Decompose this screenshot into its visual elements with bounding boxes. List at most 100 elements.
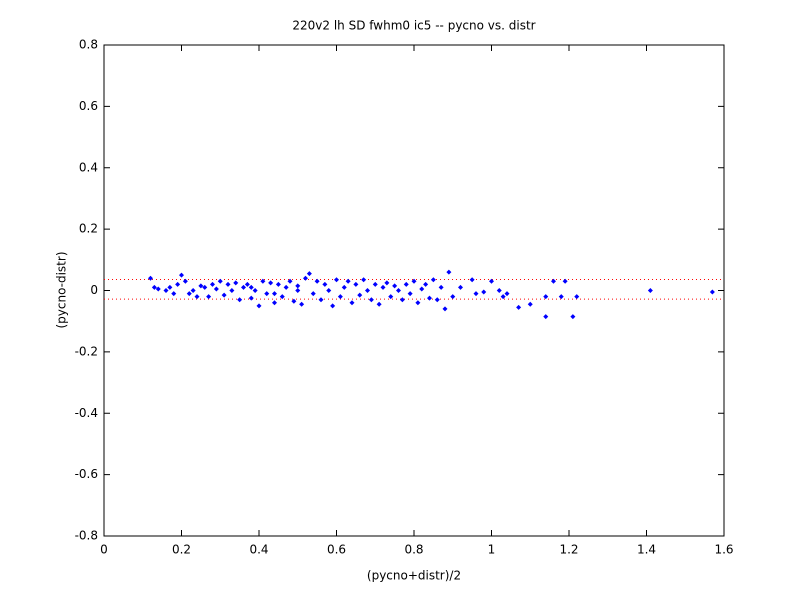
point	[322, 281, 328, 287]
y-tick-label: 0.4	[79, 160, 98, 174]
point	[481, 289, 487, 295]
x-tick-label: 0	[100, 543, 108, 557]
y-tick-label: 0	[90, 283, 98, 297]
point	[213, 286, 219, 292]
x-tick-label: 1.4	[637, 543, 656, 557]
point	[365, 288, 370, 293]
point	[543, 294, 549, 300]
point	[268, 280, 274, 286]
point	[182, 278, 188, 284]
y-tick-label: -0.8	[75, 529, 98, 543]
point	[558, 294, 564, 300]
point	[489, 278, 494, 284]
point	[260, 278, 266, 284]
point	[396, 288, 401, 293]
point	[438, 284, 444, 290]
y-tick-label: -0.2	[75, 344, 98, 358]
point	[415, 300, 421, 306]
y-tick-label: 0.2	[79, 222, 98, 236]
point	[248, 295, 254, 301]
point	[275, 281, 281, 287]
point	[318, 297, 324, 303]
point	[306, 271, 312, 277]
point	[190, 288, 196, 293]
point	[473, 291, 479, 297]
point	[430, 277, 436, 283]
point	[241, 284, 246, 290]
point	[458, 284, 463, 290]
point	[279, 294, 285, 300]
point	[399, 297, 405, 303]
x-tick-label: 1	[488, 543, 496, 557]
point	[194, 294, 200, 300]
point	[198, 283, 204, 289]
point	[217, 278, 223, 284]
point	[295, 283, 301, 289]
point	[206, 294, 212, 300]
point	[252, 288, 258, 293]
point	[516, 304, 522, 310]
point	[295, 288, 301, 293]
y-tick-label: -0.4	[75, 406, 98, 420]
point	[504, 291, 510, 297]
point	[299, 301, 305, 307]
x-tick-label: 0.4	[249, 543, 268, 557]
x-tick-label: 0.8	[404, 543, 423, 557]
point	[148, 275, 153, 281]
point	[349, 300, 355, 306]
point	[403, 281, 409, 287]
point	[326, 288, 332, 293]
point	[155, 286, 161, 292]
point	[237, 297, 243, 303]
point	[368, 297, 374, 303]
y-tick-label: 0.6	[79, 99, 98, 113]
point	[314, 278, 320, 284]
point	[291, 298, 297, 304]
point	[427, 295, 432, 301]
point	[551, 278, 556, 284]
point	[357, 292, 363, 298]
point	[310, 291, 316, 297]
point	[353, 281, 359, 287]
point	[496, 288, 502, 293]
point	[442, 306, 448, 312]
point	[210, 281, 215, 287]
point	[709, 289, 715, 295]
point	[225, 281, 231, 287]
point	[244, 281, 250, 287]
x-tick-label: 0.2	[172, 543, 191, 557]
point	[384, 280, 390, 286]
point	[175, 281, 181, 287]
point	[376, 301, 382, 307]
point	[186, 291, 192, 297]
point	[543, 314, 549, 320]
point	[272, 291, 277, 297]
point	[500, 294, 506, 300]
point	[248, 284, 254, 290]
point	[407, 291, 413, 297]
point	[179, 272, 184, 278]
point	[171, 291, 177, 297]
point	[388, 294, 394, 300]
point	[233, 280, 239, 286]
point	[446, 269, 452, 275]
point	[256, 303, 262, 309]
point	[361, 277, 367, 283]
y-axis-label: (pycno-distr)	[55, 251, 69, 328]
point	[341, 284, 347, 290]
point	[372, 281, 378, 287]
x-tick-label: 1.6	[714, 543, 733, 557]
chart-title: 220v2 lh SD fwhm0 ic5 -- pycno vs. distr	[292, 19, 535, 33]
x-tick-label: 0.6	[327, 543, 346, 557]
x-axis-label: (pycno+distr)/2	[367, 569, 461, 583]
point	[283, 284, 289, 290]
y-tick-label: -0.6	[75, 467, 98, 481]
point	[469, 277, 475, 283]
point	[330, 303, 336, 309]
point	[419, 286, 425, 292]
point	[151, 284, 157, 290]
point	[380, 284, 386, 290]
point	[411, 278, 417, 284]
point	[287, 278, 293, 284]
point	[392, 283, 398, 289]
